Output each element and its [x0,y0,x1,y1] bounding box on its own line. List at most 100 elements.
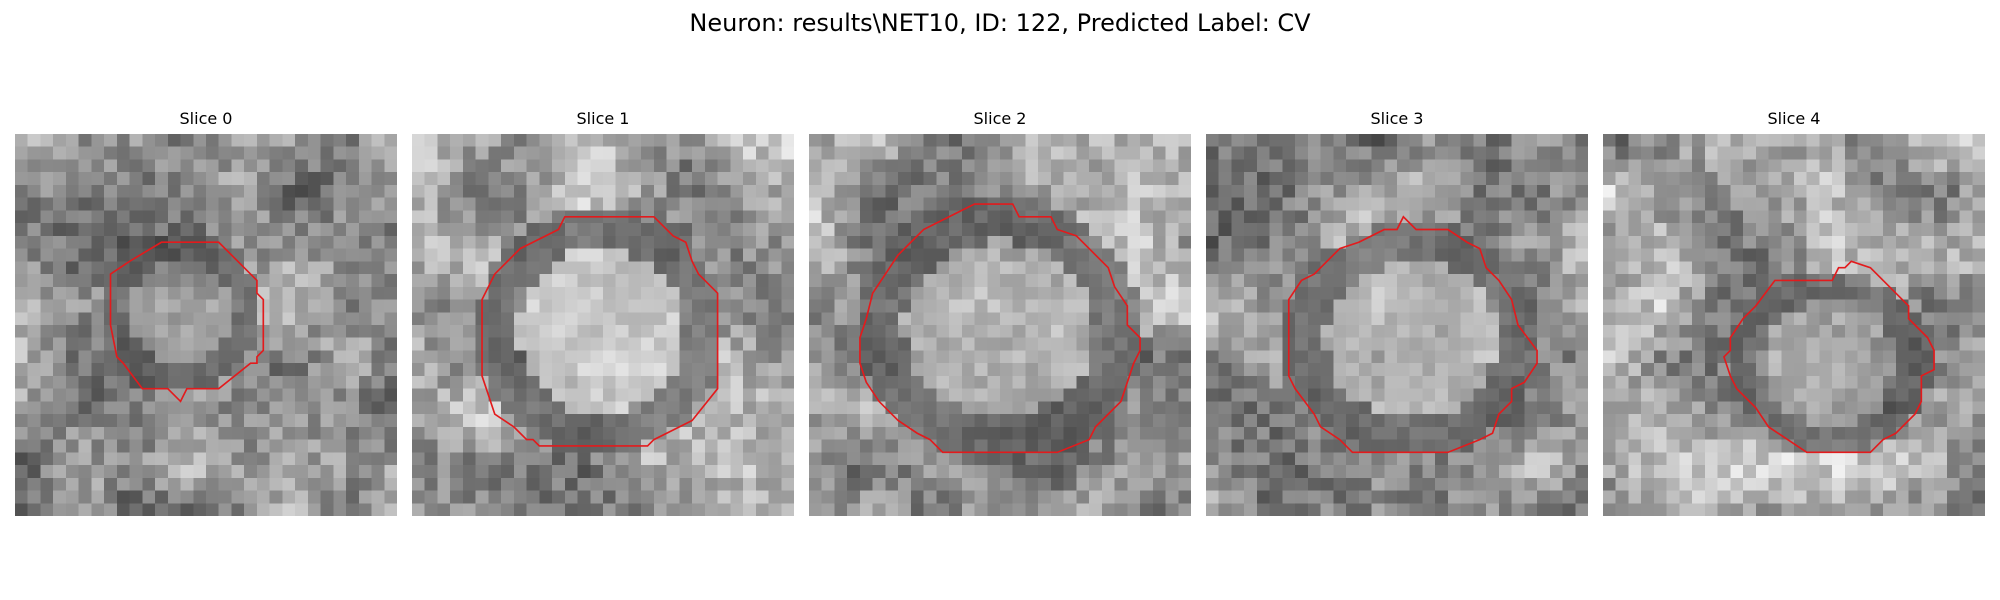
image-pixel [1089,401,1103,415]
image-pixel [384,439,397,453]
image-pixel [1959,337,1973,351]
image-pixel [1307,312,1321,326]
image-pixel [65,426,79,440]
image-pixel [1422,235,1436,249]
image-pixel [1025,261,1039,275]
image-pixel [564,146,578,160]
image-pixel [1908,490,1922,504]
image-pixel [1384,274,1398,288]
image-pixel [1384,452,1398,466]
image-pixel [91,490,105,504]
image-pixel [1333,375,1347,389]
image-pixel [437,223,451,237]
image-pixel [1704,235,1718,249]
image-pixel [1320,274,1334,288]
image-pixel [1653,248,1667,262]
image-pixel [834,414,848,428]
image-pixel [412,223,425,237]
image-pixel [1101,299,1115,313]
image-pixel [1511,159,1525,173]
image-pixel [743,426,757,440]
image-pixel [885,439,899,453]
image-pixel [346,172,360,186]
image-pixel [1346,401,1360,415]
image-pixel [552,210,566,224]
image-pixel [872,350,886,364]
image-pixel [1819,477,1833,491]
image-pixel [1934,503,1948,516]
image-pixel [244,134,258,147]
image-pixel [1409,325,1423,338]
image-pixel [358,452,372,466]
image-pixel [1089,375,1103,389]
image-pixel [1050,197,1064,211]
image-pixel [781,146,794,160]
image-pixel [923,325,937,338]
image-pixel [768,401,782,415]
image-pixel [1269,388,1283,402]
image-pixel [437,439,451,453]
image-pixel [1206,197,1219,211]
image-pixel [1857,337,1871,351]
image-pixel [1333,414,1347,428]
image-pixel [1946,439,1960,453]
image-pixel [307,375,321,389]
image-pixel [949,223,963,237]
image-pixel [692,235,706,249]
image-pixel [27,299,41,313]
image-pixel [129,363,143,377]
image-pixel [180,503,194,516]
image-pixel [1794,235,1807,249]
image-pixel [1447,197,1461,211]
image-pixel [1295,477,1309,491]
image-pixel [1127,134,1141,147]
image-pixel [1063,235,1077,249]
image-pixel [40,337,54,351]
image-pixel [167,210,181,224]
image-pixel [1883,363,1897,377]
image-pixel [590,452,604,466]
image-pixel [501,184,515,198]
image-pixel [282,159,296,173]
image-pixel [1089,223,1103,237]
image-pixel [513,503,527,516]
image-pixel [666,503,680,516]
image-pixel [847,172,861,186]
image-pixel [333,235,347,249]
image-pixel [1704,452,1718,466]
image-pixel [1025,146,1039,160]
image-pixel [488,159,502,173]
image-pixel [1152,134,1166,147]
image-pixel [193,261,207,275]
image-pixel [1269,490,1283,504]
image-pixel [717,299,731,313]
image-pixel [358,439,372,453]
image-pixel [244,503,258,516]
image-pixel [27,134,41,147]
image-pixel [218,274,232,288]
image-pixel [615,337,629,351]
image-pixel [679,426,693,440]
image-pixel [590,388,604,402]
image-pixel [1743,299,1757,313]
image-pixel [1307,477,1321,491]
image-pixel [1603,452,1616,466]
image-pixel [1730,477,1744,491]
image-pixel [462,363,476,377]
image-pixel [1819,223,1833,237]
image-pixel [1320,197,1334,211]
image-pixel [65,325,79,338]
image-pixel [1934,465,1948,479]
image-pixel [206,439,219,453]
image-pixel [653,146,667,160]
image-pixel [501,363,515,377]
image-pixel [1498,325,1512,338]
image-pixel [692,172,706,186]
image-pixel [628,465,642,479]
image-pixel [743,248,757,262]
image-pixel [1628,312,1642,326]
image-pixel [1435,375,1449,389]
image-pixel [704,325,718,338]
image-pixel [923,312,937,326]
image-pixel [1346,452,1360,466]
